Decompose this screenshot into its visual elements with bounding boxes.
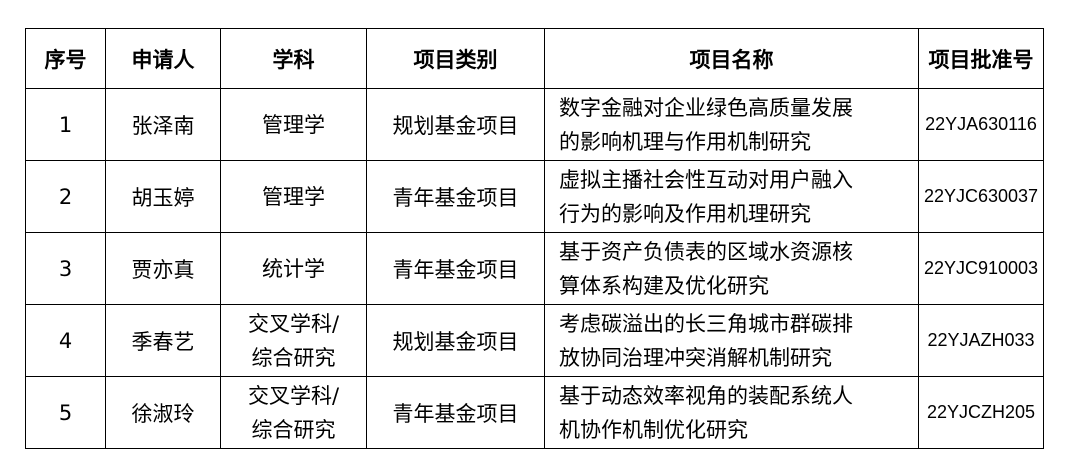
row-subject: 交叉学科/综合研究: [220, 304, 367, 377]
row-subject: 管理学: [220, 88, 367, 161]
title-line: 放协同治理冲突消解机制研究: [559, 345, 832, 370]
row-subject: 交叉学科/综合研究: [220, 376, 367, 449]
row-applicant: 贾亦真: [105, 232, 221, 305]
title-line: 基于资产负债表的区域水资源核: [559, 239, 853, 264]
row-subject: 统计学: [220, 232, 367, 305]
header-title: 项目名称: [544, 28, 919, 89]
row-no: 4: [25, 304, 106, 377]
project-table: 序号 申请人 学科 项目类别 项目名称 项目批准号 1 张泽南 管理学 规划基金项目数…: [25, 28, 1044, 449]
row-title: 考虑碳溢出的长三角城市群碳排 放协同治理冲突消解机制研究: [544, 304, 919, 377]
subject-line: 综合研究: [251, 417, 336, 442]
row-subject: 管理学: [220, 160, 367, 233]
header-row: 序号 申请人 学科 项目类别 项目名称 项目批准号: [25, 28, 1044, 89]
title-line: 考虑碳溢出的长三角城市群碳排: [559, 311, 853, 336]
row-no: 5: [25, 376, 106, 449]
row-code: 22YJC910003: [918, 232, 1044, 305]
subject-line: 交叉学科/: [247, 383, 340, 408]
row-title: 基于资产负债表的区域水资源核 算体系构建及优化研究: [544, 232, 919, 305]
title-line: 算体系构建及优化研究: [559, 273, 769, 298]
row-applicant: 徐淑玲: [105, 376, 221, 449]
row-category: 规划基金项目: [366, 88, 545, 161]
title-line: 数字金融对企业绿色高质量发展: [559, 95, 853, 120]
table-row: 4 季春艺 交叉学科/综合研究 规划基金项目 考虑碳溢出的长三角城市群碳排 放协同治理冲突…: [25, 304, 1044, 377]
header-no: 序号: [25, 28, 106, 89]
row-code: 22YJCZH205: [918, 376, 1044, 449]
row-no: 3: [25, 232, 106, 305]
row-title: 基于动态效率视角的装配系统人 机协作机制优化研究: [544, 376, 919, 449]
title-line: 行为的影响及作用机理研究: [559, 201, 811, 226]
row-applicant: 张泽南: [105, 88, 221, 161]
row-category: 青年基金项目: [366, 160, 545, 233]
header-subject: 学科: [220, 28, 367, 89]
row-title: 虚拟主播社会性互动对用户融入 行为的影响及作用机理研究: [544, 160, 919, 233]
title-line: 的影响机理与作用机制研究: [559, 129, 811, 154]
row-title: 数字金融对企业绿色高质量发展 的影响机理与作用机制研究: [544, 88, 919, 161]
table-row: 1 张泽南 管理学 规划基金项目 数字金融对企业绿色高质量发展 的影响机理与作用机制研究 2…: [25, 88, 1044, 161]
row-category: 青年基金项目: [366, 376, 545, 449]
row-category: 规划基金项目: [366, 304, 545, 377]
title-line: 机协作机制优化研究: [559, 417, 748, 442]
header-category: 项目类别: [366, 28, 545, 89]
row-no: 2: [25, 160, 106, 233]
subject-line: 交叉学科/: [247, 311, 340, 336]
table-row: 3 贾亦真 统计学 青年基金项目 基于资产负债表的区域水资源核 算体系构建及优化研究 22Y…: [25, 232, 1044, 305]
row-code: 22YJAZH033: [918, 304, 1044, 377]
subject-line: 综合研究: [251, 345, 336, 370]
subject-line: 管理学: [262, 112, 325, 137]
table-row: 2 胡玉婷 管理学 青年基金项目 虚拟主播社会性互动对用户融入 行为的影响及作用机理研究 2…: [25, 160, 1044, 233]
title-line: 基于动态效率视角的装配系统人: [559, 383, 853, 408]
subject-line: 管理学: [262, 184, 325, 209]
row-no: 1: [25, 88, 106, 161]
title-line: 虚拟主播社会性互动对用户融入: [559, 167, 853, 192]
header-applicant: 申请人: [105, 28, 221, 89]
header-code: 项目批准号: [918, 28, 1044, 89]
row-applicant: 季春艺: [105, 304, 221, 377]
row-code: 22YJA630116: [918, 88, 1044, 161]
row-code: 22YJC630037: [918, 160, 1044, 233]
table-row: 5 徐淑玲 交叉学科/综合研究 青年基金项目 基于动态效率视角的装配系统人 机协作机制优化…: [25, 376, 1044, 449]
row-applicant: 胡玉婷: [105, 160, 221, 233]
subject-line: 统计学: [262, 256, 325, 281]
row-category: 青年基金项目: [366, 232, 545, 305]
